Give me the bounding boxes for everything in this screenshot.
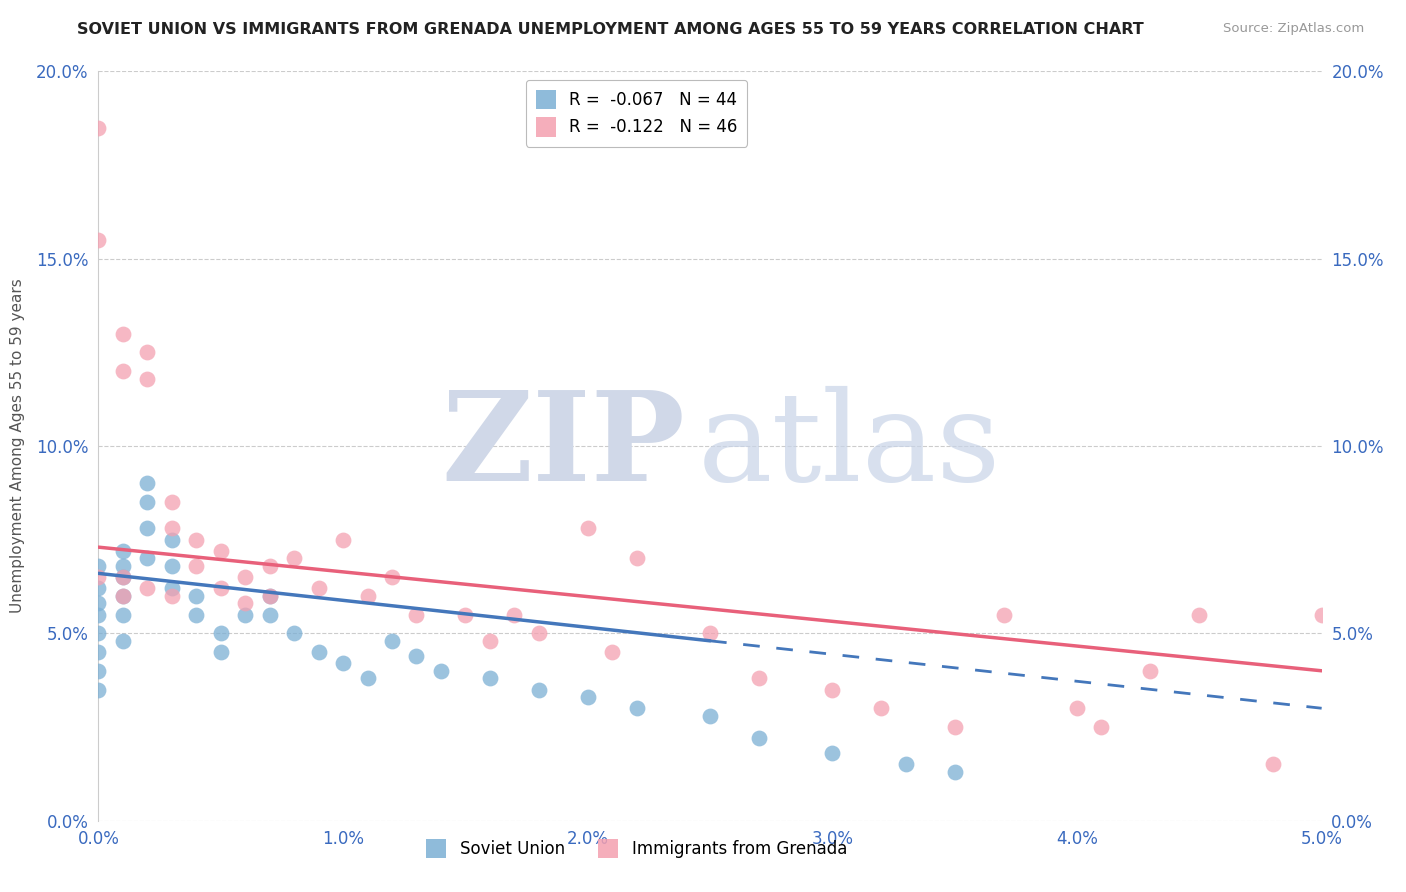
- Point: [233, 596, 256, 610]
- Point: [111, 589, 134, 603]
- Point: [87, 607, 110, 622]
- Point: [136, 551, 159, 566]
- Point: [283, 551, 305, 566]
- Point: [259, 589, 281, 603]
- Point: [87, 120, 110, 135]
- Point: [478, 633, 501, 648]
- Text: ZIP: ZIP: [441, 385, 686, 507]
- Point: [87, 596, 110, 610]
- Point: [308, 645, 330, 659]
- Point: [209, 626, 232, 640]
- Point: [1261, 757, 1284, 772]
- Point: [283, 626, 305, 640]
- Point: [748, 731, 770, 746]
- Text: atlas: atlas: [697, 385, 1001, 507]
- Point: [111, 570, 134, 584]
- Point: [209, 544, 232, 558]
- Point: [87, 558, 110, 573]
- Point: [136, 345, 159, 359]
- Point: [111, 607, 134, 622]
- Point: [454, 607, 477, 622]
- Point: [186, 607, 208, 622]
- Text: SOVIET UNION VS IMMIGRANTS FROM GRENADA UNEMPLOYMENT AMONG AGES 55 TO 59 YEARS C: SOVIET UNION VS IMMIGRANTS FROM GRENADA …: [77, 22, 1144, 37]
- Point: [209, 645, 232, 659]
- Point: [405, 648, 427, 663]
- Point: [186, 589, 208, 603]
- Point: [600, 645, 623, 659]
- Point: [259, 589, 281, 603]
- Point: [356, 589, 378, 603]
- Point: [356, 671, 378, 685]
- Point: [308, 582, 330, 596]
- Point: [699, 708, 721, 723]
- Point: [943, 764, 966, 779]
- Point: [527, 682, 550, 697]
- Point: [259, 607, 281, 622]
- Point: [87, 570, 110, 584]
- Point: [576, 521, 599, 535]
- Point: [894, 757, 917, 772]
- Point: [332, 533, 354, 547]
- Point: [136, 476, 159, 491]
- Y-axis label: Unemployment Among Ages 55 to 59 years: Unemployment Among Ages 55 to 59 years: [10, 278, 25, 614]
- Point: [87, 664, 110, 678]
- Point: [87, 682, 110, 697]
- Point: [405, 607, 427, 622]
- Point: [186, 533, 208, 547]
- Point: [1066, 701, 1088, 715]
- Point: [111, 558, 134, 573]
- Point: [111, 589, 134, 603]
- Point: [233, 607, 256, 622]
- Point: [160, 495, 183, 509]
- Point: [186, 558, 208, 573]
- Point: [478, 671, 501, 685]
- Point: [576, 690, 599, 704]
- Point: [381, 633, 404, 648]
- Point: [821, 746, 844, 760]
- Point: [111, 364, 134, 378]
- Point: [160, 582, 183, 596]
- Point: [136, 582, 159, 596]
- Point: [87, 582, 110, 596]
- Point: [870, 701, 893, 715]
- Point: [748, 671, 770, 685]
- Point: [136, 371, 159, 385]
- Point: [430, 664, 453, 678]
- Point: [626, 701, 648, 715]
- Point: [527, 626, 550, 640]
- Point: [943, 720, 966, 734]
- Point: [821, 682, 844, 697]
- Point: [136, 521, 159, 535]
- Point: [1139, 664, 1161, 678]
- Point: [160, 558, 183, 573]
- Point: [332, 657, 354, 671]
- Point: [381, 570, 404, 584]
- Point: [233, 570, 256, 584]
- Point: [259, 558, 281, 573]
- Point: [1310, 607, 1333, 622]
- Point: [503, 607, 526, 622]
- Point: [87, 626, 110, 640]
- Point: [1090, 720, 1112, 734]
- Point: [136, 495, 159, 509]
- Point: [699, 626, 721, 640]
- Point: [993, 607, 1015, 622]
- Text: Source: ZipAtlas.com: Source: ZipAtlas.com: [1223, 22, 1364, 36]
- Point: [1188, 607, 1211, 622]
- Point: [160, 521, 183, 535]
- Point: [160, 533, 183, 547]
- Point: [111, 326, 134, 341]
- Point: [626, 551, 648, 566]
- Point: [209, 582, 232, 596]
- Point: [111, 570, 134, 584]
- Legend: Soviet Union, Immigrants from Grenada: Soviet Union, Immigrants from Grenada: [420, 832, 853, 864]
- Point: [87, 233, 110, 247]
- Point: [160, 589, 183, 603]
- Point: [111, 633, 134, 648]
- Point: [111, 544, 134, 558]
- Point: [87, 645, 110, 659]
